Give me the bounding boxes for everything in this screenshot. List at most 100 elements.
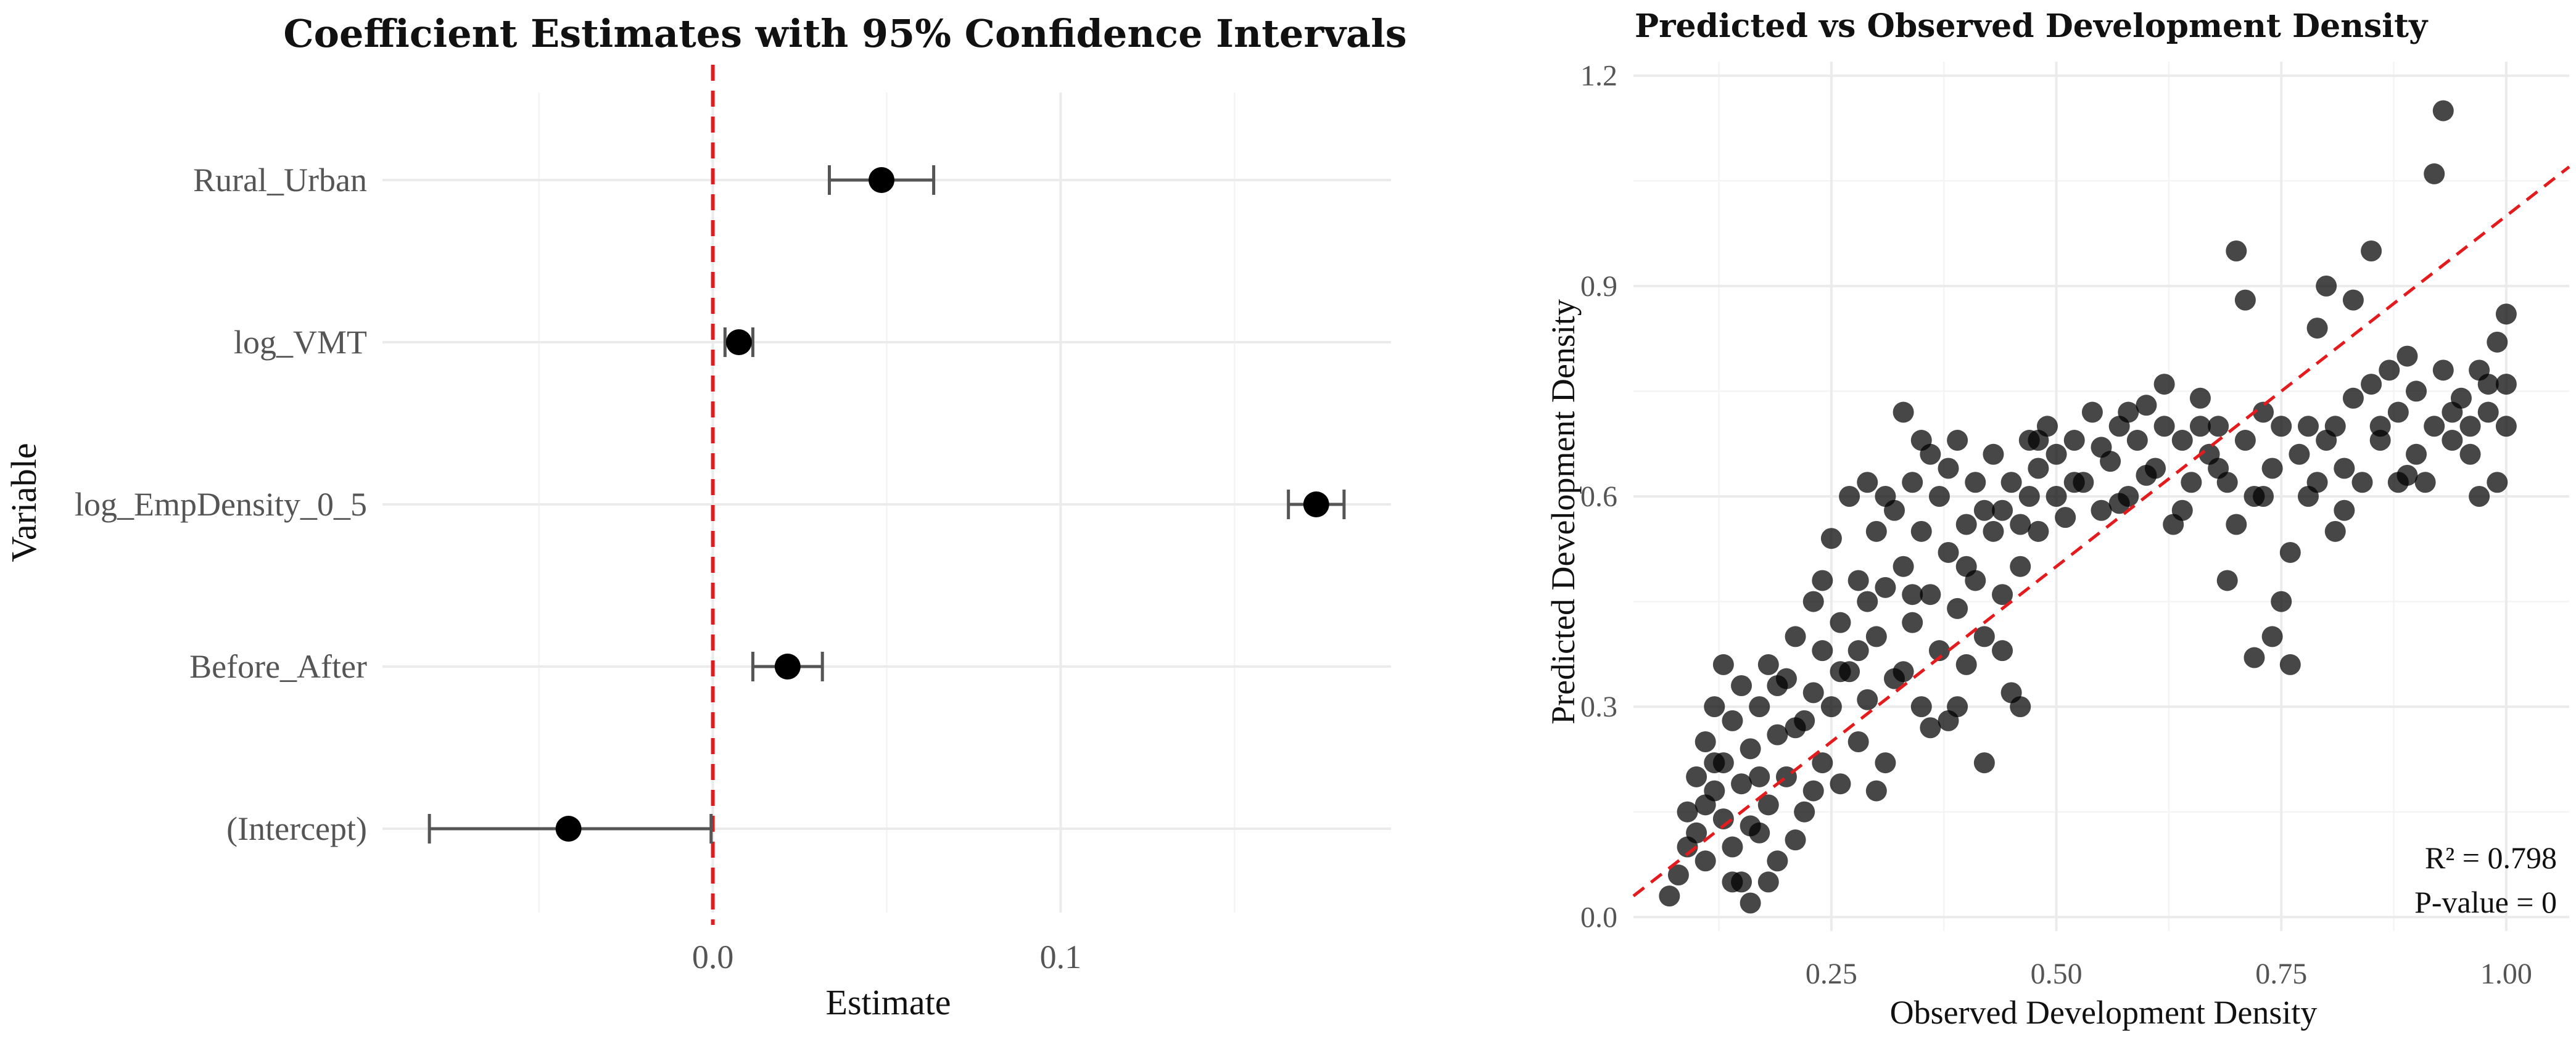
scatter-point [2477, 374, 2499, 395]
scatter-point [1785, 829, 1806, 851]
scatter-point [2406, 380, 2427, 402]
left-x-tick: 0.1 [1040, 938, 1082, 975]
scatter-point [2136, 395, 2157, 416]
scatter-point [1865, 520, 1887, 542]
scatter-point [1992, 640, 2013, 662]
scatter-point [1757, 871, 1779, 893]
scatter-point [2495, 374, 2517, 395]
scatter-point [2028, 520, 2049, 542]
right-x-tick: 1.00 [2480, 958, 2532, 990]
estimate-point [725, 329, 752, 355]
scatter-point [1802, 682, 1824, 704]
left-gridlines [382, 92, 1391, 913]
coef--intercept- [427, 814, 713, 844]
scatter-point [2208, 458, 2229, 479]
scatter-point [2189, 387, 2211, 409]
scatter-point [2153, 416, 2175, 437]
scatter-point [1820, 528, 1842, 549]
coef-log-empdensity-0-5 [1287, 490, 1346, 519]
scatter-point [2046, 486, 2067, 507]
scatter-point [2226, 514, 2247, 535]
scatter-point [1983, 520, 2004, 542]
scatter-point [2324, 416, 2346, 437]
scatter-point [2369, 416, 2391, 437]
scatter-point [2387, 401, 2409, 423]
scatter-point [1722, 836, 1743, 858]
scatter-point [1749, 766, 1770, 787]
scatter-point [2297, 416, 2319, 437]
scatter-point [1847, 640, 1869, 662]
p-value-annotation: P-value = 0 [2414, 885, 2557, 919]
scatter-point [1893, 401, 1914, 423]
right-y-tick: 0.9 [1580, 270, 1617, 303]
scatter-point [1686, 766, 1707, 787]
scatter-point [2316, 275, 2337, 297]
estimate-point [555, 816, 582, 842]
scatter-point [1902, 612, 1923, 633]
scatter-point [2063, 430, 2085, 451]
scatter-point [2108, 493, 2130, 514]
scatter-point [2091, 437, 2112, 458]
r-squared-annotation: R² = 0.798 [2425, 840, 2557, 875]
scatter-point [1947, 597, 1968, 619]
scatter-point [1704, 696, 1725, 718]
coef-rural-urban [827, 165, 936, 195]
right-y-axis-label: Predicted Development Density [1545, 299, 1582, 725]
scatter-point [2306, 472, 2328, 493]
scatter-point [1973, 752, 1995, 774]
scatter-points [1659, 100, 2517, 914]
variable-label: (Intercept) [226, 810, 367, 847]
scatter-point [2495, 303, 2517, 325]
scatter-point [1749, 696, 1770, 718]
scatter-point [2361, 240, 2382, 262]
scatter-point [2459, 443, 2481, 465]
scatter-point [2000, 472, 2022, 493]
coef-log-vmt [723, 327, 754, 357]
scatter-point [1820, 696, 1842, 718]
scatter-point [1965, 472, 1986, 493]
estimate-point [869, 167, 895, 193]
identity-reference-line [1632, 165, 2570, 898]
scatter-point [2261, 458, 2283, 479]
right-y-tick: 0.6 [1580, 480, 1617, 513]
scatter-point [1712, 808, 1734, 830]
scatter-point [2324, 520, 2346, 542]
scatter-point [2028, 430, 2049, 451]
scatter-point [2181, 472, 2202, 493]
scatter-point [1812, 752, 1833, 774]
scatter-point [1875, 577, 1896, 598]
scatter-point [2261, 626, 2283, 647]
scatter-point [2153, 374, 2175, 395]
scatter-point [1875, 752, 1896, 774]
scatter-point [1757, 654, 1779, 675]
scatter-point [1802, 780, 1824, 802]
scatter-point [1973, 626, 1995, 647]
right-x-tick: 0.50 [2031, 958, 2083, 990]
scatter-point [2442, 430, 2463, 451]
left-x-tick-labels: 0.0 0.1 [692, 938, 1081, 975]
scatter-point [1659, 885, 1680, 907]
scatter-point [1785, 717, 1806, 739]
scatter-point [1947, 696, 1968, 718]
scatter-point [2342, 289, 2364, 311]
right-y-tick: 1.2 [1580, 60, 1617, 92]
scatter-point [2495, 416, 2517, 437]
scatter-point [2477, 401, 2499, 423]
scatter-point [2406, 443, 2427, 465]
right-y-tick-labels: 0.0 0.3 0.6 0.9 1.2 [1580, 60, 1617, 934]
right-x-tick: 0.75 [2255, 958, 2307, 990]
scatter-point [2271, 591, 2292, 612]
scatter-point [2063, 472, 2085, 493]
scatter-point [1767, 675, 1788, 697]
left-title: Coefficient Estimates with 95% Confidenc… [283, 11, 1406, 56]
scatter-point [1722, 871, 1743, 893]
scatter-plot: Predicted vs Observed Development Densit… [1545, 7, 2570, 1031]
scatter-point [2253, 401, 2274, 423]
right-x-axis-label: Observed Development Density [1890, 994, 2318, 1031]
scatter-point [2279, 654, 2301, 675]
scatter-point [1947, 430, 1968, 451]
scatter-point [2118, 401, 2139, 423]
scatter-point [1857, 472, 1878, 493]
left-x-tick: 0.0 [692, 938, 734, 975]
